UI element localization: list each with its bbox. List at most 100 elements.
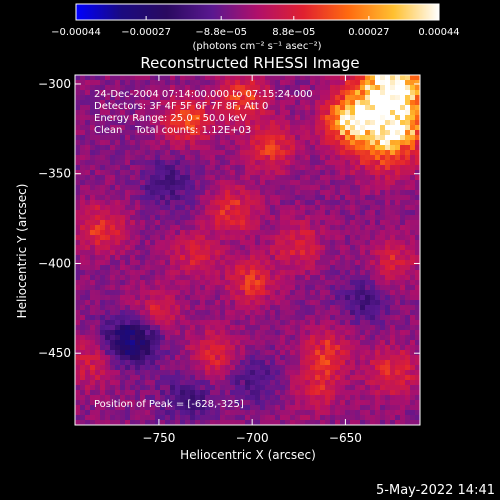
heatmap-cell xyxy=(205,125,211,131)
heatmap-cell xyxy=(325,420,331,426)
heatmap-cell xyxy=(285,325,291,331)
heatmap-cell xyxy=(400,80,406,86)
heatmap-cell xyxy=(105,285,111,291)
heatmap-cell xyxy=(250,85,256,91)
heatmap-cell xyxy=(175,140,181,146)
heatmap-cell xyxy=(335,370,341,376)
heatmap-cell xyxy=(140,390,146,396)
heatmap-cell xyxy=(240,155,246,161)
heatmap-cell xyxy=(390,365,396,371)
heatmap-cell xyxy=(310,320,316,326)
heatmap-cell xyxy=(105,105,111,111)
heatmap-cell xyxy=(400,355,406,361)
heatmap-cell xyxy=(95,320,101,326)
heatmap-cell xyxy=(240,235,246,241)
heatmap-cell xyxy=(195,355,201,361)
heatmap-cell xyxy=(405,415,411,421)
heatmap-cell xyxy=(240,170,246,176)
heatmap-cell xyxy=(245,160,251,166)
heatmap-cell xyxy=(145,405,151,411)
heatmap-cell xyxy=(295,85,301,91)
heatmap-cell xyxy=(330,340,336,346)
heatmap-cell xyxy=(85,265,91,271)
heatmap-cell xyxy=(105,300,111,306)
heatmap-cell xyxy=(105,395,111,401)
heatmap-cell xyxy=(350,385,356,391)
heatmap-cell xyxy=(215,390,221,396)
heatmap-cell xyxy=(100,270,106,276)
heatmap-cell xyxy=(95,420,101,426)
heatmap-cell xyxy=(400,310,406,316)
heatmap-cell xyxy=(340,380,346,386)
heatmap-cell xyxy=(255,395,261,401)
heatmap-cell xyxy=(165,140,171,146)
heatmap-cell xyxy=(320,235,326,241)
heatmap-cell xyxy=(280,255,286,261)
heatmap-cell xyxy=(105,145,111,151)
heatmap-cell xyxy=(255,245,261,251)
heatmap-cell xyxy=(225,375,231,381)
heatmap-cell xyxy=(185,290,191,296)
heatmap-cell xyxy=(145,345,151,351)
heatmap-cell xyxy=(160,395,166,401)
heatmap-cell xyxy=(250,335,256,341)
heatmap-cell xyxy=(345,295,351,301)
heatmap-cell xyxy=(100,345,106,351)
heatmap-cell xyxy=(400,410,406,416)
heatmap-cell xyxy=(105,190,111,196)
heatmap-cell xyxy=(145,420,151,426)
heatmap-cell xyxy=(150,85,156,91)
heatmap-cell xyxy=(290,380,296,386)
heatmap-cell xyxy=(130,410,136,416)
heatmap-cell xyxy=(80,95,86,101)
heatmap-cell xyxy=(115,335,121,341)
heatmap-cell xyxy=(410,195,416,201)
heatmap-cell xyxy=(245,230,251,236)
heatmap-cell xyxy=(400,130,406,136)
heatmap-cell xyxy=(195,195,201,201)
heatmap-cell xyxy=(80,390,86,396)
heatmap-cell xyxy=(175,235,181,241)
heatmap-cell xyxy=(255,180,261,186)
heatmap-cell xyxy=(145,390,151,396)
heatmap-cell xyxy=(170,190,176,196)
heatmap-cell xyxy=(335,230,341,236)
heatmap-cell xyxy=(110,135,116,141)
heatmap-cell xyxy=(105,170,111,176)
heatmap-cell xyxy=(115,90,121,96)
heatmap-cell xyxy=(215,120,221,126)
heatmap-cell xyxy=(120,380,126,386)
heatmap-cell xyxy=(90,225,96,231)
heatmap-cell xyxy=(280,320,286,326)
heatmap-cell xyxy=(100,325,106,331)
heatmap-cell xyxy=(110,180,116,186)
heatmap-cell xyxy=(90,330,96,336)
heatmap-cell xyxy=(240,110,246,116)
heatmap-cell xyxy=(390,100,396,106)
heatmap-cell xyxy=(145,155,151,161)
heatmap-cell xyxy=(95,270,101,276)
heatmap-cell xyxy=(305,200,311,206)
heatmap-cell xyxy=(110,185,116,191)
heatmap-cell xyxy=(155,155,161,161)
heatmap-cell xyxy=(300,220,306,226)
heatmap-cell xyxy=(140,200,146,206)
heatmap-cell xyxy=(160,195,166,201)
heatmap-cell xyxy=(350,170,356,176)
heatmap-cell xyxy=(345,160,351,166)
heatmap-cell xyxy=(130,280,136,286)
heatmap-cell xyxy=(170,335,176,341)
heatmap-cell xyxy=(145,165,151,171)
heatmap-cell xyxy=(120,420,126,426)
heatmap-cell xyxy=(320,175,326,181)
heatmap-cell xyxy=(390,90,396,96)
heatmap-cell xyxy=(150,325,156,331)
heatmap-cell xyxy=(165,410,171,416)
heatmap-cell xyxy=(330,80,336,86)
heatmap-cell xyxy=(125,295,131,301)
heatmap-cell xyxy=(320,315,326,321)
heatmap-cell xyxy=(305,345,311,351)
heatmap-cell xyxy=(240,410,246,416)
heatmap-cell xyxy=(190,75,196,81)
heatmap-cell xyxy=(125,165,131,171)
